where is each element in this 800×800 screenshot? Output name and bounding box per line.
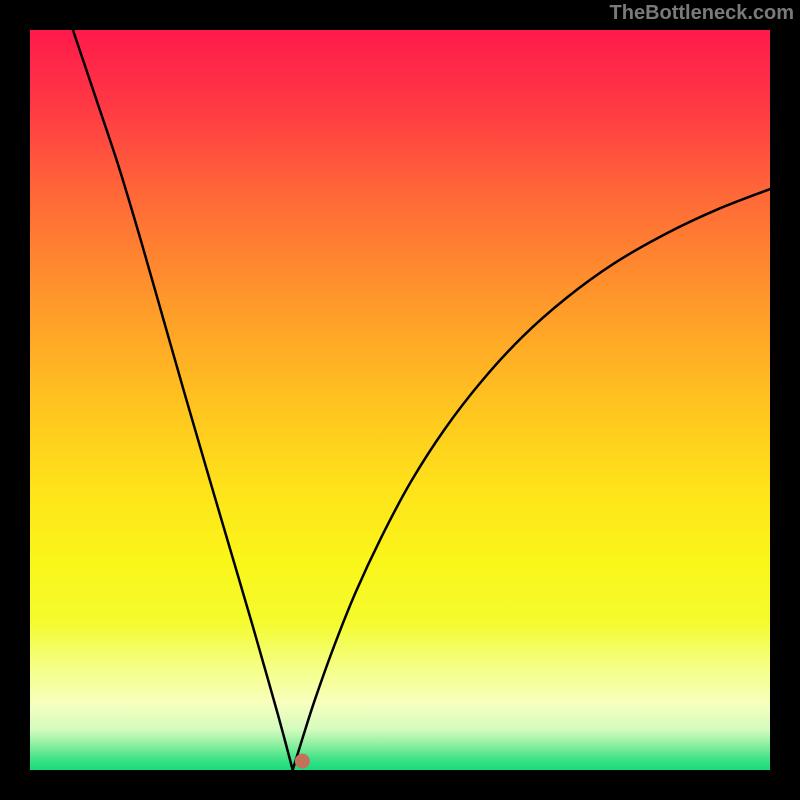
bottleneck-chart — [0, 0, 800, 800]
optimal-point-marker — [295, 754, 309, 768]
plot-background — [30, 30, 770, 770]
watermark-text: TheBottleneck.com — [610, 2, 794, 25]
